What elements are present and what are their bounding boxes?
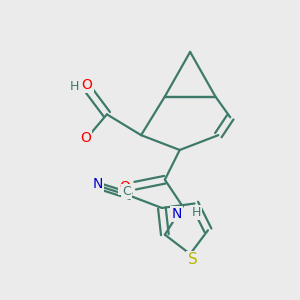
Text: H: H <box>191 206 201 219</box>
Text: H: H <box>70 80 79 93</box>
Text: C: C <box>122 185 131 198</box>
Text: S: S <box>188 252 197 267</box>
Text: O: O <box>80 130 91 145</box>
Text: N: N <box>172 207 182 221</box>
Text: O: O <box>119 180 130 194</box>
Text: O: O <box>82 78 92 92</box>
Text: N: N <box>93 177 103 191</box>
